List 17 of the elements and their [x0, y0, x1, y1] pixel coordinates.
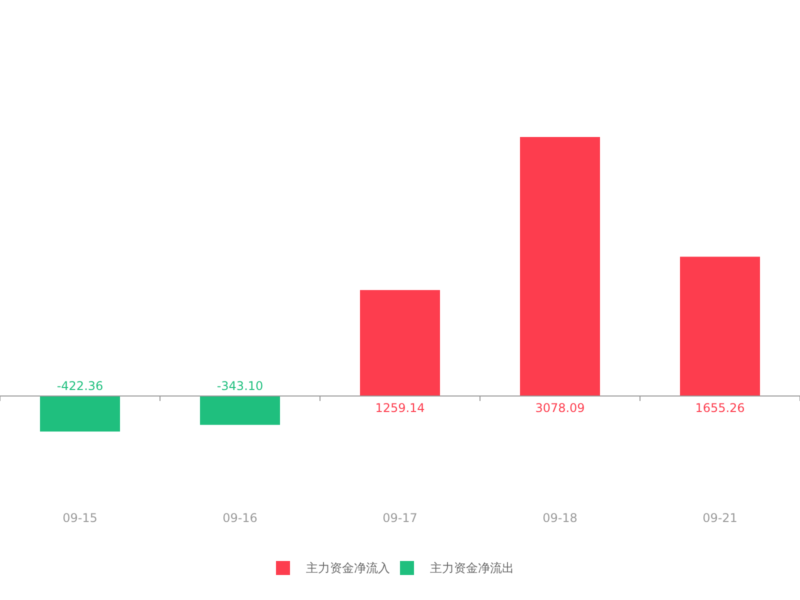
data-label: -422.36 — [56, 379, 104, 393]
data-label: -343.10 — [216, 379, 264, 393]
bar — [520, 137, 600, 396]
bar — [680, 256, 760, 396]
bar — [360, 290, 440, 396]
bar — [200, 396, 280, 425]
legend-label: 主力资金净流入 — [306, 561, 390, 575]
data-label: 1655.26 — [695, 401, 745, 415]
data-label: 1259.14 — [375, 401, 425, 415]
x-tick-label: 09-16 — [222, 511, 258, 525]
bar — [40, 396, 120, 432]
data-label: 3078.09 — [535, 401, 585, 415]
x-tick-label: 09-17 — [382, 511, 418, 525]
x-tick-label: 09-21 — [702, 511, 738, 525]
x-tick-label: 09-18 — [542, 511, 578, 525]
x-tick-label: 09-15 — [62, 511, 98, 525]
legend-label: 主力资金净流出 — [430, 561, 514, 575]
